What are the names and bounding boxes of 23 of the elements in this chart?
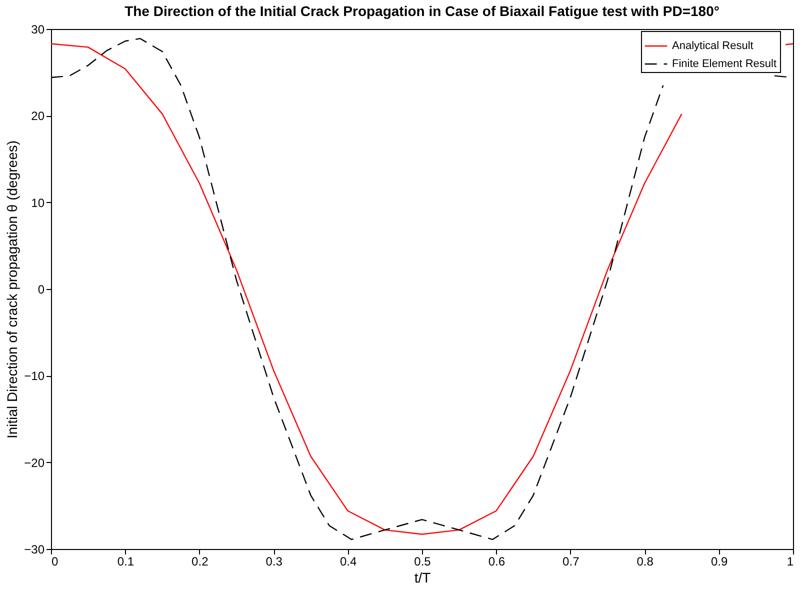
x-tick-label: 0.8 [636, 554, 654, 568]
y-tick-label: 0 [38, 282, 45, 296]
x-tick-label: 0.4 [340, 554, 357, 568]
y-tick-label: −10 [24, 369, 45, 384]
x-tick-label: 0.7 [562, 554, 580, 568]
x-tick-label: 0.2 [192, 554, 209, 568]
y-tick-label: −20 [24, 456, 45, 470]
x-axis-title: t/T [414, 570, 432, 586]
legend-label: Analytical Result [672, 40, 754, 52]
y-tick-label: 10 [31, 196, 45, 210]
y-tick-label: −30 [24, 542, 45, 556]
x-tick-label: 0 [52, 554, 58, 568]
x-tick-label: 1 [786, 554, 794, 568]
y-tick-label: 30 [31, 22, 45, 36]
y-axis-title: Initial Direction of crack propagation θ (degrees) [4, 140, 20, 439]
x-tick-label: 0.3 [266, 554, 283, 568]
x-tick-label: 0.9 [710, 554, 728, 568]
x-tick-label: 0.6 [488, 554, 506, 568]
y-tick-label: 20 [31, 109, 45, 124]
x-tick-label: 0.5 [414, 554, 432, 568]
legend-label: Finite Element Result [672, 58, 777, 70]
x-tick-label: 0.1 [117, 554, 134, 568]
chart-title: The Direction of the Initial Crack Propagation in Case of Biaxail Fatigue test with PD=180° [124, 3, 720, 19]
